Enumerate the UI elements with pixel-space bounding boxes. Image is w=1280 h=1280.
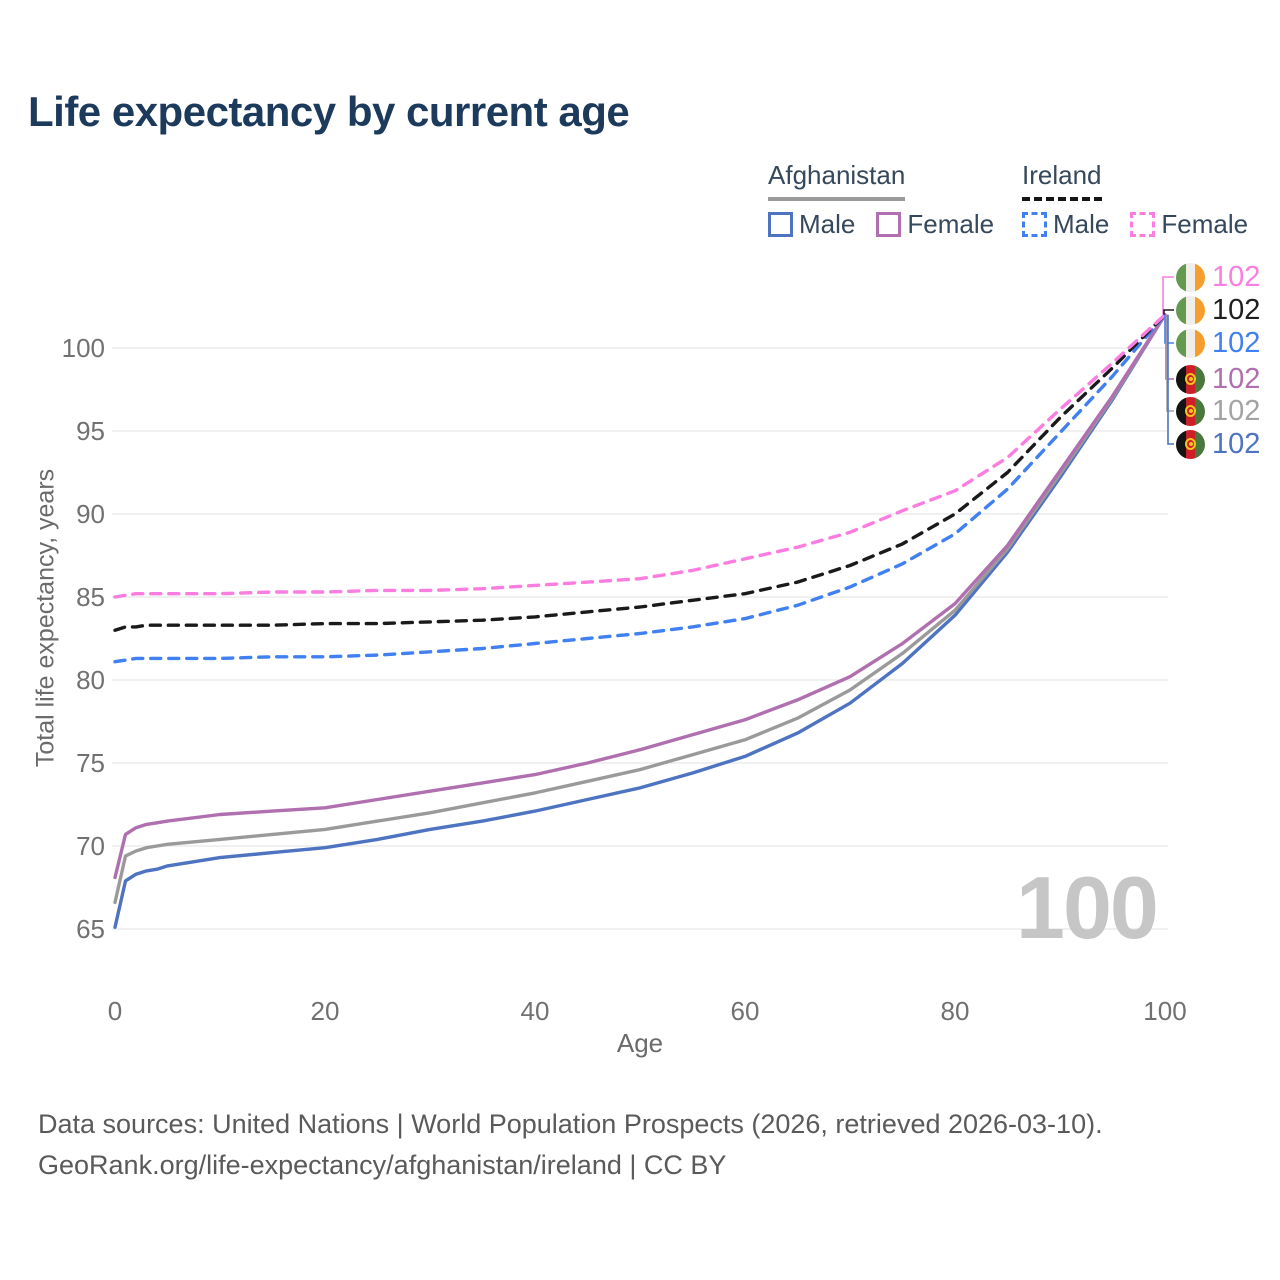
x-tick-label-20: 20 (310, 996, 340, 1026)
legend-country-afghanistan: Afghanistan (768, 160, 906, 201)
x-tick-label-60: 60 (730, 996, 760, 1026)
legend-label-ireland-female: Female (1161, 209, 1249, 239)
x-tick-label-0: 0 (107, 996, 123, 1026)
footer-data-sources: Data sources: United Nations | World Pop… (38, 1109, 1103, 1139)
end-label-afghanistan-male: 102 (1176, 428, 1260, 460)
end-label-afghanistan: 102 (1176, 395, 1260, 427)
end-value-afghanistan-female: 102 (1212, 362, 1261, 395)
legend-swatch-ireland-male (1022, 212, 1047, 237)
y-tick-label-70: 70 (76, 831, 105, 861)
legend-item-afghanistan-female[interactable]: Female (876, 209, 994, 240)
legend-country-ireland: Ireland (1022, 160, 1102, 201)
y-tick-label-100: 100 (61, 333, 105, 363)
y-axis-title: Total life expectancy, years (31, 468, 60, 768)
y-tick-label-95: 95 (76, 416, 105, 446)
ireland-flag-icon (1176, 262, 1205, 292)
end-label-connector-ireland-female (1162, 276, 1174, 315)
end-label-afghanistan-female: 102 (1176, 363, 1260, 395)
legend-items-afghanistan: Male Female (768, 209, 1015, 240)
series-line-ireland-female[interactable] (113, 313, 1167, 599)
chart-footer: Data sources: United Nations | World Pop… (38, 1104, 1103, 1186)
chart-legend: Afghanistan Male Female Ireland Male Female (0, 160, 1280, 240)
end-label-ireland-female: 102 (1176, 261, 1260, 293)
y-tick-label-75: 75 (76, 748, 105, 778)
series-line-afghanistan[interactable] (113, 313, 1167, 905)
x-tick-label-100: 100 (1143, 996, 1187, 1026)
end-label-connector-ireland (1163, 309, 1174, 315)
legend-label-afghanistan-male: Male (799, 209, 856, 239)
current-age-watermark: 100 (1016, 858, 1159, 957)
page-title: Life expectancy by current age (28, 88, 630, 135)
legend-label-ireland-male: Male (1053, 209, 1110, 239)
end-value-afghanistan-male: 102 (1212, 427, 1261, 460)
legend-group-afghanistan: Afghanistan Male Female (768, 160, 1015, 240)
legend-swatch-afghanistan-male (768, 212, 793, 237)
legend-label-afghanistan-female: Female (907, 209, 995, 239)
end-label-connector-ireland-male (1164, 314, 1174, 344)
end-value-afghanistan: 102 (1212, 394, 1261, 427)
series-line-afghanistan-male[interactable] (113, 313, 1167, 929)
x-tick-label-80: 80 (940, 996, 970, 1026)
ireland-flag-icon (1176, 328, 1205, 358)
end-label-connector-afghanistan (1166, 314, 1174, 412)
x-tick-label-40: 40 (520, 996, 550, 1026)
y-tick-label-65: 65 (76, 914, 105, 944)
legend-item-afghanistan-male[interactable]: Male (768, 209, 855, 240)
series-line-ireland[interactable] (113, 313, 1167, 632)
end-label-ireland-male: 102 (1176, 327, 1260, 359)
legend-swatch-ireland-female (1130, 212, 1156, 237)
end-value-ireland-female: 102 (1212, 260, 1261, 293)
end-label-ireland: 102 (1176, 294, 1260, 326)
footer-attribution: GeoRank.org/life-expectancy/afghanistan/… (38, 1150, 727, 1180)
legend-swatch-afghanistan-female (876, 212, 902, 237)
y-tick-label-90: 90 (76, 499, 105, 529)
end-value-ireland: 102 (1212, 293, 1261, 326)
afghanistan-flag-icon (1176, 396, 1205, 426)
y-tick-label-85: 85 (76, 582, 105, 612)
legend-item-ireland-male[interactable]: Male (1022, 209, 1109, 240)
afghanistan-flag-icon (1176, 364, 1205, 394)
series-line-ireland-male[interactable] (113, 313, 1167, 664)
legend-items-ireland: Male Female (1022, 209, 1269, 240)
series-line-afghanistan-female[interactable] (113, 313, 1167, 880)
y-tick-label-80: 80 (76, 665, 105, 695)
ireland-flag-icon (1176, 295, 1205, 325)
end-label-connector-afghanistan-male (1167, 314, 1174, 445)
end-label-connector-afghanistan-female (1165, 314, 1174, 380)
afghanistan-flag-icon (1176, 429, 1205, 459)
end-value-ireland-male: 102 (1212, 326, 1261, 359)
legend-item-ireland-female[interactable]: Female (1130, 209, 1248, 240)
legend-group-ireland: Ireland Male Female (1022, 160, 1269, 240)
x-axis-title: Age (616, 1028, 664, 1058)
